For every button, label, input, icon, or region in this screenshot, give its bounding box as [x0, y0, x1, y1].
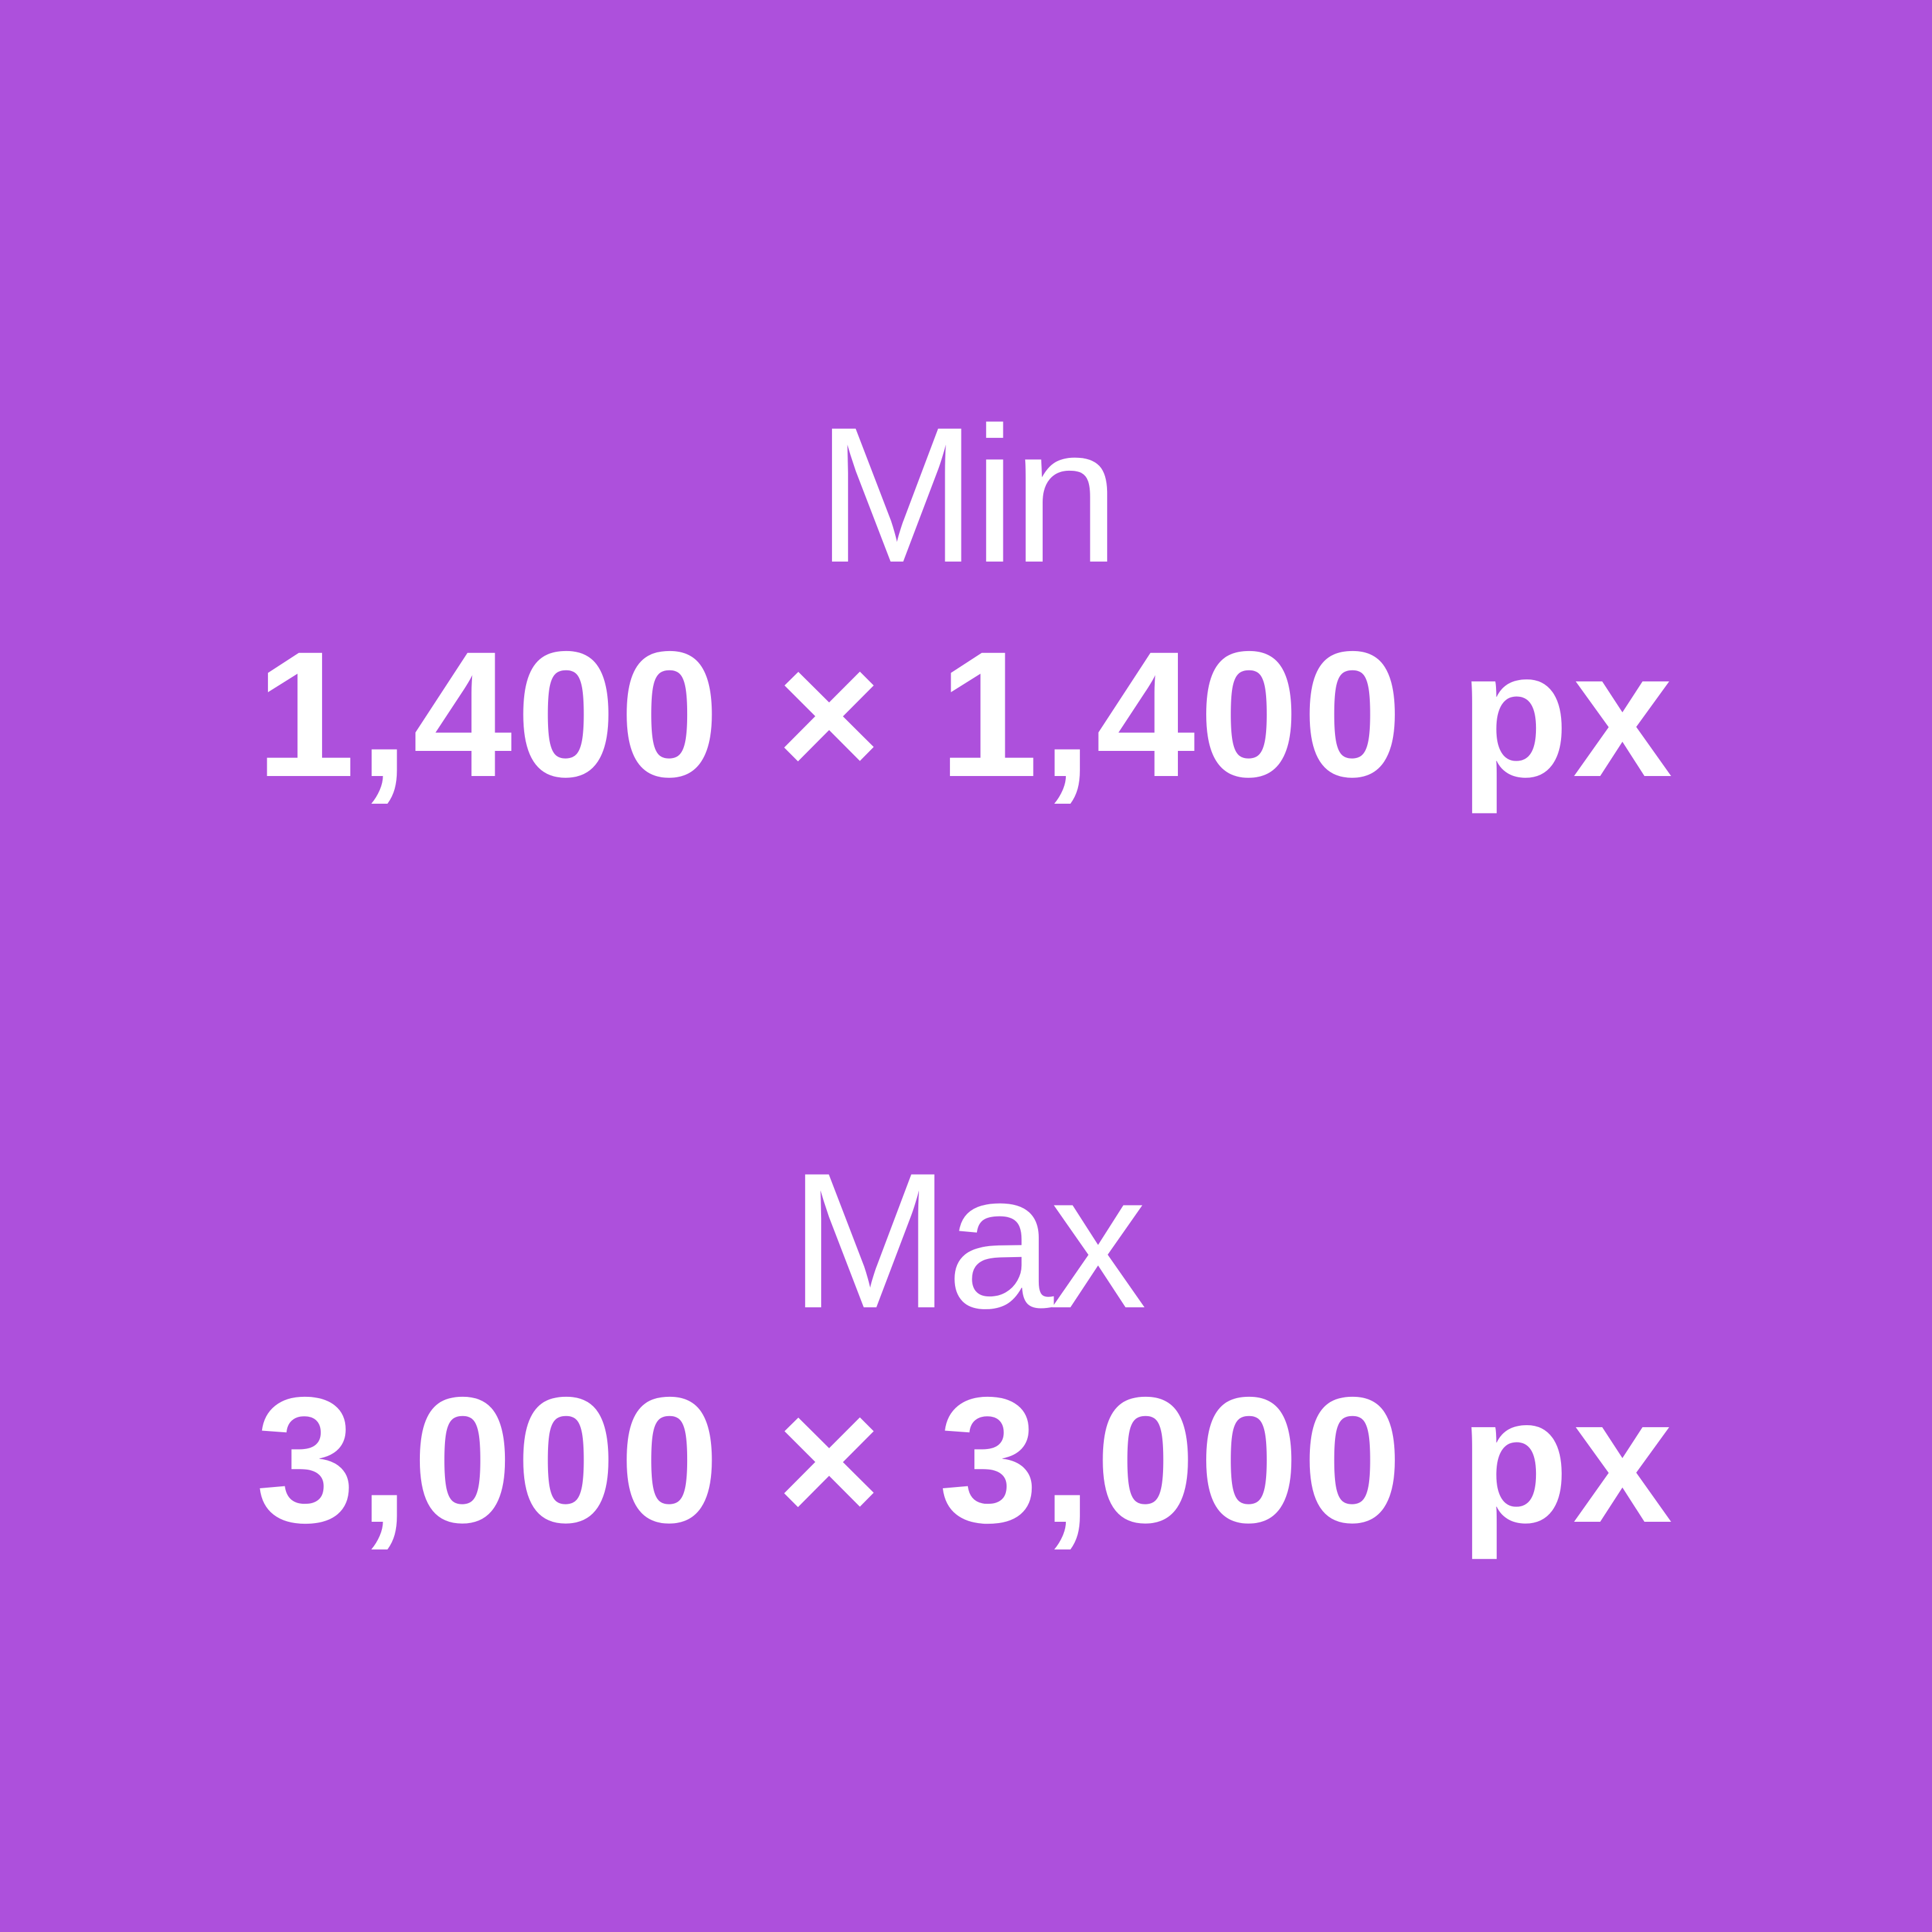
min-dimensions: 1,400 × 1,400 px	[256, 614, 1676, 814]
max-dimensions: 3,000 × 3,000 px	[256, 1359, 1676, 1560]
max-label: Max	[789, 1132, 1147, 1349]
min-label: Min	[816, 386, 1119, 603]
